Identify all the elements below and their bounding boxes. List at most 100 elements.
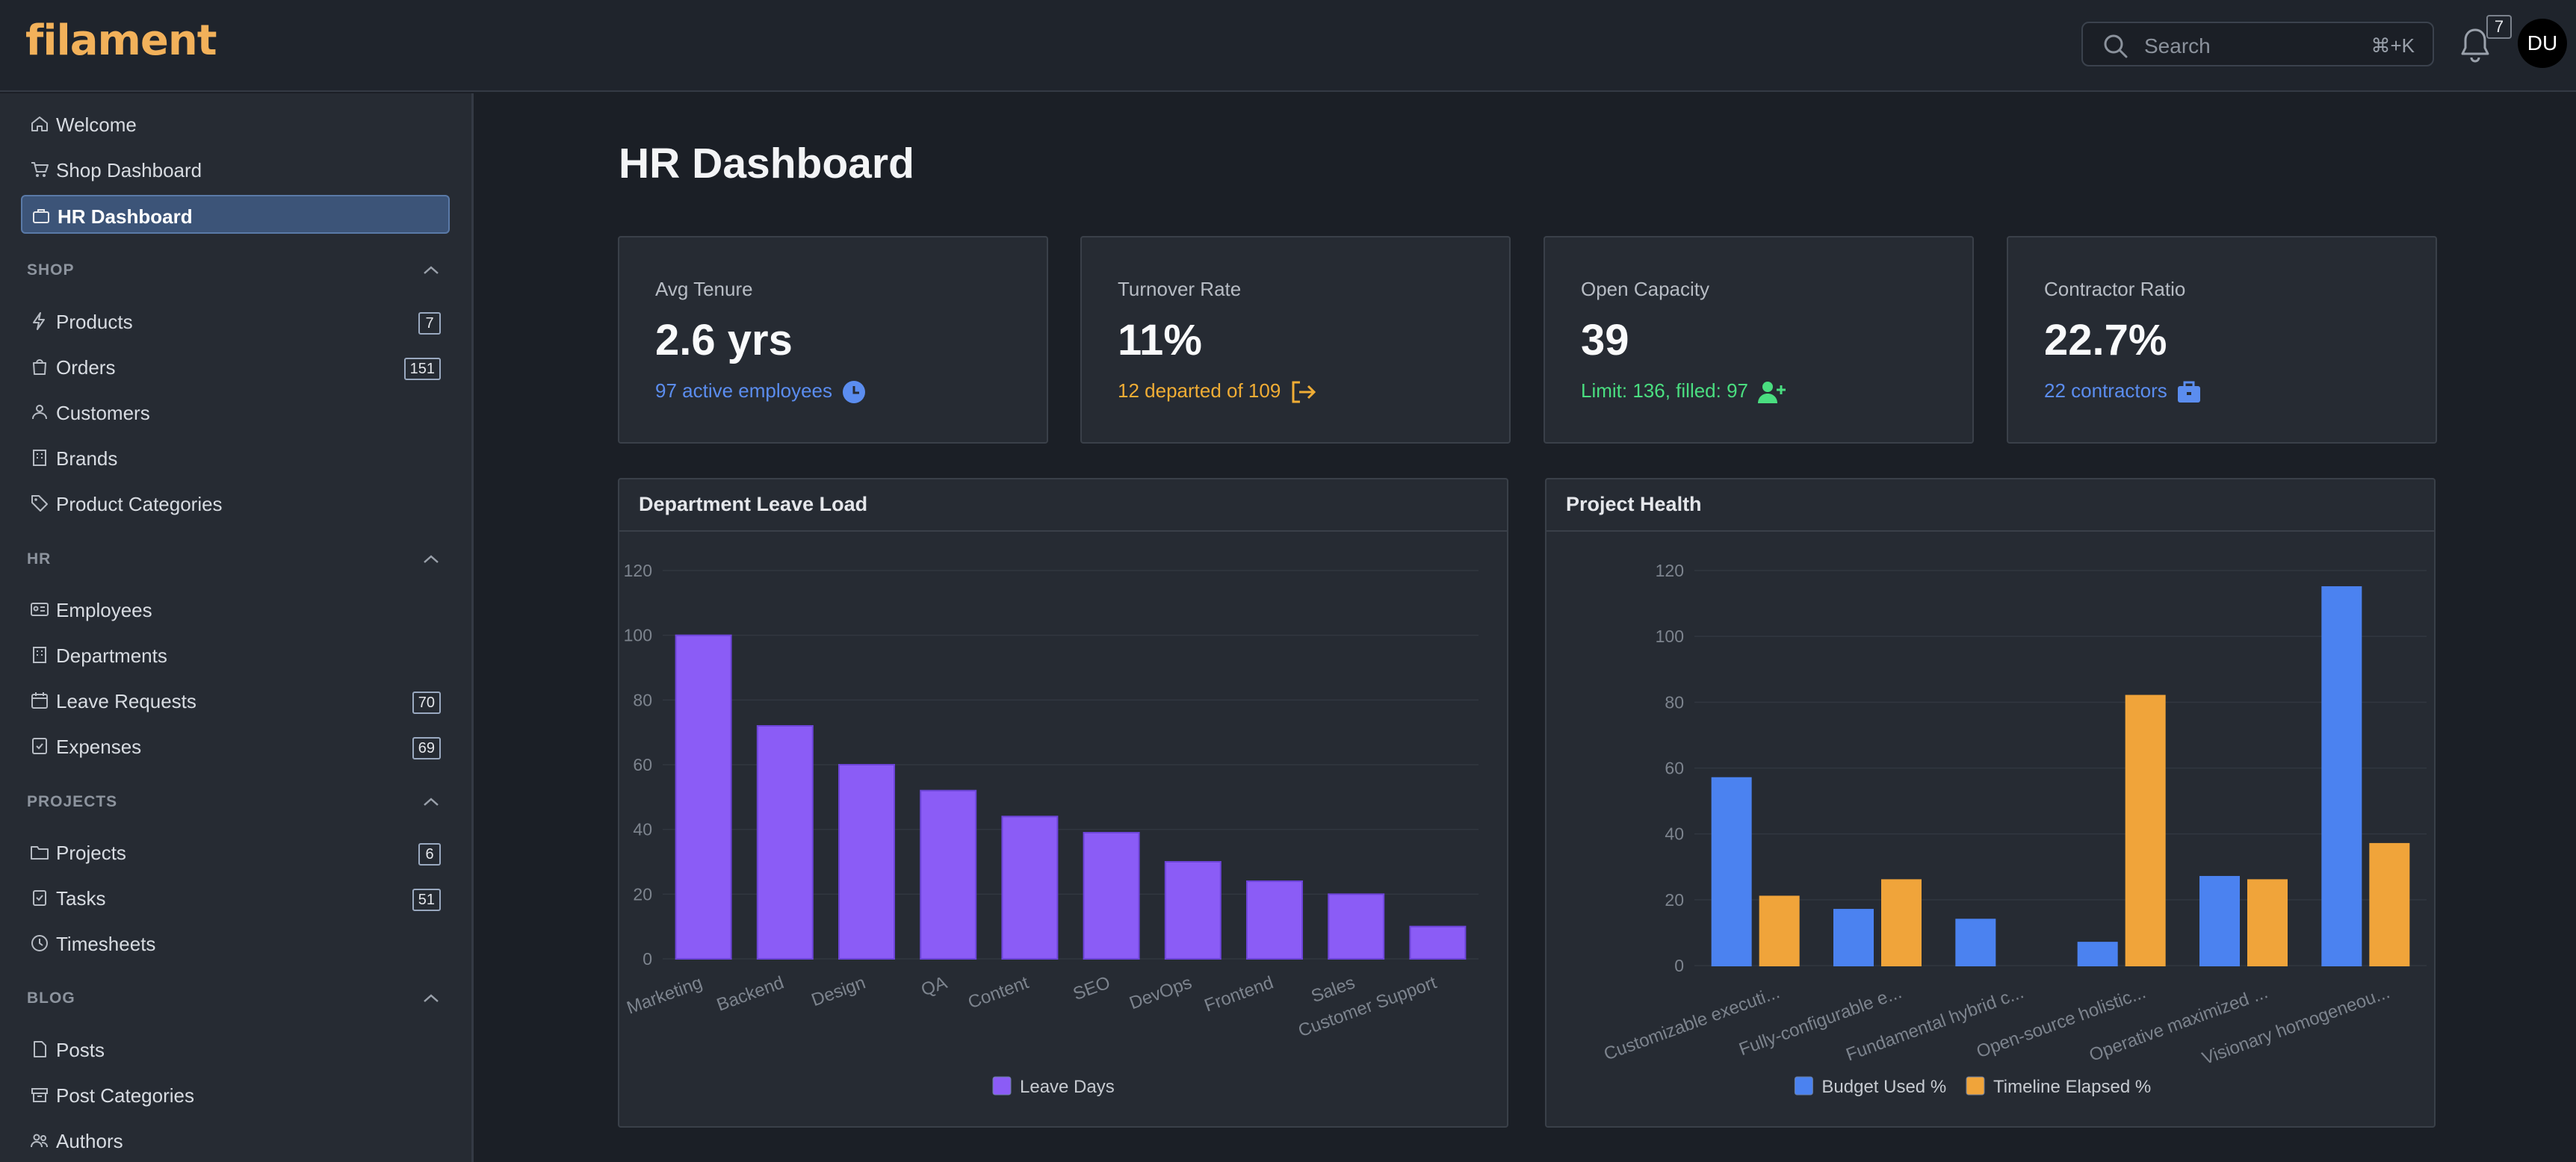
building-office-icon: [33, 647, 46, 663]
bar: [2077, 942, 2118, 966]
global-search[interactable]: Search ⌘+K: [2081, 22, 2434, 66]
bar: [2247, 879, 2288, 966]
sidebar-item-products[interactable]: Products 7: [21, 302, 450, 341]
bell-icon[interactable]: [2456, 24, 2494, 66]
chevron-up-icon[interactable]: [421, 991, 441, 1006]
y-tick-label: 20: [633, 884, 652, 904]
user-avatar[interactable]: DU: [2518, 19, 2567, 68]
sidebar-item-shop-dashboard[interactable]: Shop Dashboard: [21, 150, 450, 189]
bar: [1881, 879, 1922, 966]
sidebar-item-customers[interactable]: Customers: [21, 393, 450, 432]
sidebar-item-label: Post Categories: [56, 1084, 194, 1107]
briefcase-icon: [2177, 381, 2200, 403]
sidebar-item-orders[interactable]: Orders 151: [21, 347, 450, 386]
count-badge: 6: [418, 843, 441, 866]
count-badge: 51: [412, 889, 441, 911]
tag-icon: [31, 495, 48, 512]
legend-swatch: [992, 1076, 1012, 1096]
x-tick-label: Customer Support: [1295, 972, 1440, 1041]
y-tick-label: 60: [1665, 759, 1684, 778]
panel-header: Department Leave Load: [619, 479, 1507, 532]
bar: [838, 764, 895, 960]
sidebar-item-label: Orders: [56, 356, 116, 379]
y-tick-label: 100: [624, 626, 652, 645]
shopping-bag-icon: [33, 359, 46, 375]
sidebar-item-brands[interactable]: Brands: [21, 438, 450, 477]
nav-group-label: HR: [27, 550, 52, 568]
stat-description: 22 contractors: [2044, 379, 2202, 405]
sidebar-item-tasks[interactable]: Tasks 51: [21, 878, 450, 917]
sidebar-item-product-categories[interactable]: Product Categories: [21, 484, 450, 523]
bar: [1759, 895, 1800, 966]
briefcase-icon: [33, 209, 49, 223]
y-tick-label: 20: [1665, 890, 1684, 910]
chart-panel-project-health: Project Health 0 20 40 60 80 100 120 Customizab…: [1545, 478, 2436, 1128]
sidebar-item-expenses[interactable]: Expenses 69: [21, 727, 450, 765]
sidebar-item-projects[interactable]: Projects 6: [21, 833, 450, 872]
sidebar-item-label: Customers: [56, 402, 150, 424]
sidebar-item-authors[interactable]: Authors: [21, 1121, 450, 1160]
nav-group-shop[interactable]: SHOP: [27, 261, 453, 284]
sidebar-item-label: Timesheets: [56, 933, 156, 955]
bar: [920, 789, 977, 960]
stat-description: 97 active employees: [655, 379, 867, 405]
sidebar-item-label: Leave Requests: [56, 690, 196, 712]
clock-icon: [31, 935, 48, 951]
nav-group-label: BLOG: [27, 989, 75, 1007]
sidebar-item-departments[interactable]: Departments: [21, 636, 450, 674]
x-tick-label: Marketing: [624, 972, 705, 1018]
top-bar: filament Search ⌘+K 7 DU: [0, 0, 2576, 92]
sidebar-item-welcome[interactable]: Welcome: [21, 105, 450, 143]
bar: [1164, 861, 1222, 960]
bar: [1409, 925, 1467, 960]
sidebar-item-label: Projects: [56, 842, 126, 864]
y-tick-label: 120: [1656, 561, 1684, 580]
legend-swatch: [1966, 1076, 1985, 1096]
y-tick-label: 80: [1665, 692, 1684, 712]
stat-value: 2.6 yrs: [655, 316, 793, 364]
sidebar-item-posts[interactable]: Posts: [21, 1030, 450, 1069]
chevron-up-icon[interactable]: [421, 263, 441, 278]
stat-description: 12 departed of 109: [1118, 379, 1316, 405]
x-tick-label: QA: [918, 972, 950, 1000]
stat-description: Limit: 136, filled: 97: [1581, 379, 1787, 405]
panel-title: Department Leave Load: [639, 493, 868, 515]
user-plus-icon: [1758, 382, 1786, 404]
bar: [1246, 880, 1303, 960]
bar: [1001, 815, 1059, 960]
y-tick-label: 40: [1665, 824, 1684, 844]
y-tick-label: 80: [633, 690, 652, 709]
sidebar-item-label: Product Categories: [56, 493, 223, 515]
app-logo[interactable]: filament: [25, 16, 217, 65]
sidebar-item-label: Employees: [56, 599, 152, 621]
bar: [2369, 842, 2410, 966]
nav-group-blog[interactable]: BLOG: [27, 989, 453, 1012]
sidebar-item-hr-dashboard[interactable]: HR Dashboard: [21, 195, 450, 234]
sidebar-item-label: HR Dashboard: [58, 205, 193, 228]
chart-panel-department-leave: Department Leave Load 0 20 40 60 80 100 120 Mar…: [618, 478, 1508, 1128]
chevron-up-icon[interactable]: [421, 795, 441, 810]
nav-group-projects[interactable]: PROJECTS: [27, 793, 453, 815]
sidebar: Welcome Shop Dashboard HR Dashboard SHOP…: [0, 93, 474, 1162]
sidebar-item-timesheets[interactable]: Timesheets: [21, 924, 450, 963]
stat-value: 11%: [1118, 316, 1202, 364]
x-tick-label: Frontend: [1202, 972, 1277, 1016]
chevron-up-icon[interactable]: [421, 552, 441, 567]
stat-label: Contractor Ratio: [2044, 278, 2186, 300]
panel-title: Project Health: [1566, 493, 1702, 515]
count-badge: 151: [403, 358, 441, 380]
sidebar-item-post-categories[interactable]: Post Categories: [21, 1075, 450, 1114]
sidebar-item-employees[interactable]: Employees: [21, 590, 450, 629]
sidebar-item-label: Departments: [56, 644, 167, 667]
cart-icon: [31, 162, 49, 177]
nav-group-hr[interactable]: HR: [27, 550, 453, 573]
x-tick-label: Content: [965, 972, 1032, 1013]
count-badge: 70: [412, 692, 441, 714]
sidebar-item-label: Posts: [56, 1039, 105, 1061]
panel-header: Project Health: [1546, 479, 2434, 532]
stat-label: Open Capacity: [1581, 278, 1709, 300]
building-icon: [33, 450, 46, 466]
sidebar-item-label: Products: [56, 311, 133, 333]
sidebar-item-leave-requests[interactable]: Leave Requests 70: [21, 681, 450, 720]
logout-icon: [1292, 381, 1316, 403]
